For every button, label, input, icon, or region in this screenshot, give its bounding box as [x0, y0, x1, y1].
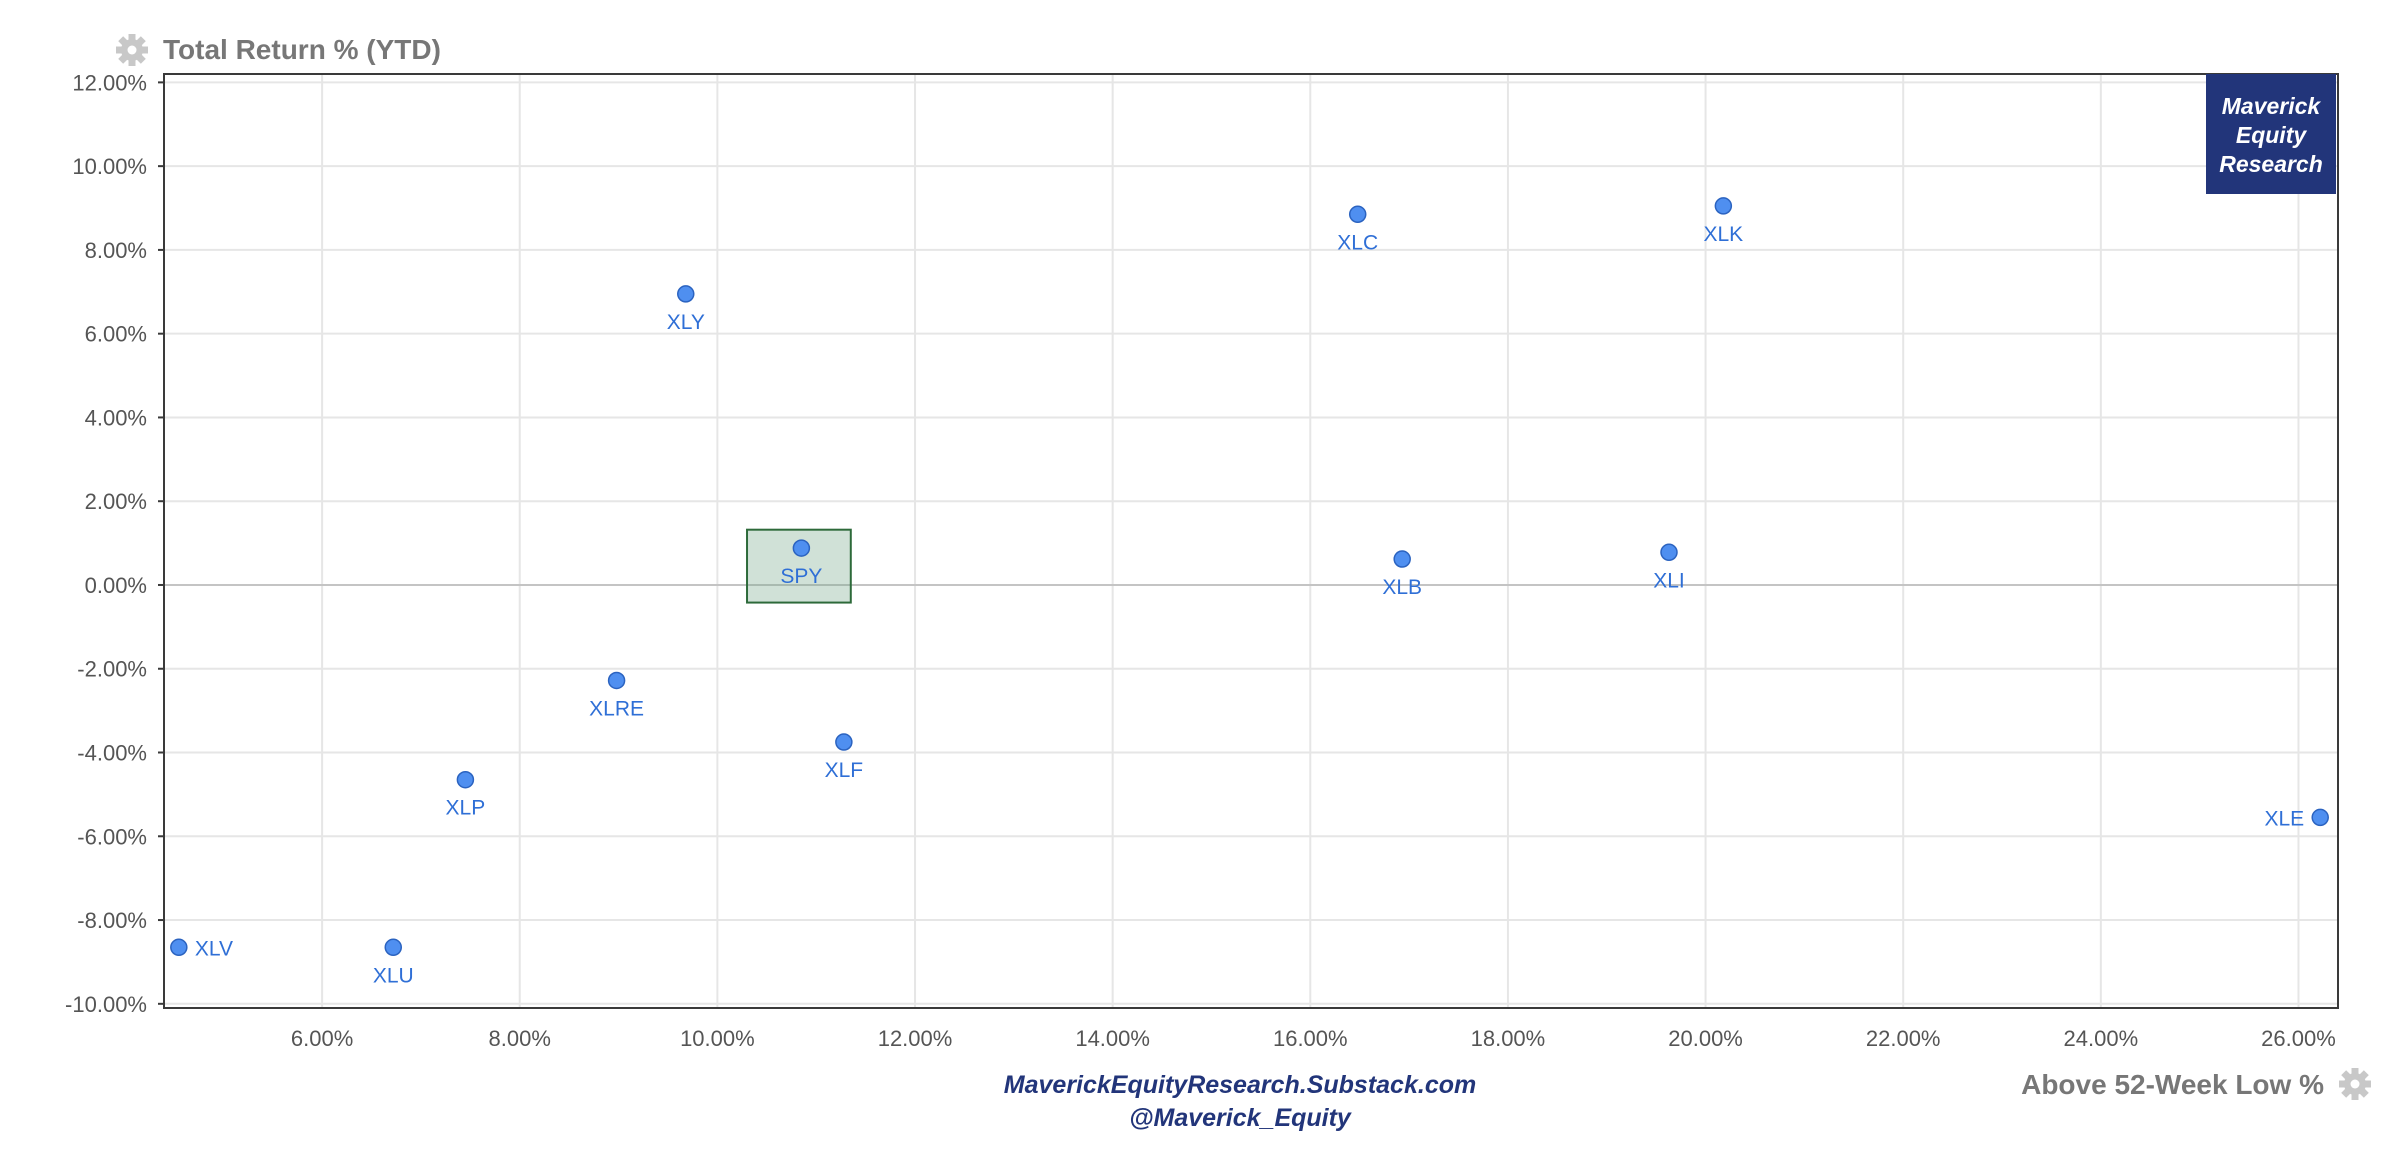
- y-tick-label: 4.00%: [85, 405, 147, 430]
- y-tick-label: 10.00%: [72, 154, 147, 179]
- point-xlc[interactable]: [1348, 205, 1367, 224]
- y-axis-title-group[interactable]: Total Return % (YTD): [116, 34, 441, 66]
- x-tick-label: 6.00%: [291, 1026, 353, 1051]
- point-label-xlre: XLRE: [589, 697, 644, 720]
- y-tick-label: -8.00%: [77, 908, 147, 933]
- point-xlu[interactable]: [384, 938, 403, 957]
- point-label-xlc: XLC: [1337, 231, 1378, 254]
- credit-site[interactable]: MaverickEquityResearch.Substack.com: [1004, 1071, 1476, 1099]
- point-label-xlb: XLB: [1382, 576, 1422, 599]
- x-tick-label: 26.00%: [2261, 1026, 2336, 1051]
- point-xlv[interactable]: [170, 938, 188, 957]
- grid-lines: [164, 74, 2338, 1008]
- y-tick-label: 2.00%: [85, 489, 147, 514]
- point-xlp[interactable]: [456, 770, 475, 789]
- x-tick-label: 18.00%: [1471, 1026, 1546, 1051]
- plot-border: [163, 73, 2339, 1009]
- point-xlre[interactable]: [607, 671, 626, 690]
- point-label-xlp: XLP: [446, 797, 486, 820]
- gear-icon[interactable]: [2339, 1068, 2371, 1100]
- brand-badge: Maverick Equity Research: [2206, 74, 2336, 194]
- x-tick-label: 14.00%: [1075, 1026, 1150, 1051]
- y-tick-label: -2.00%: [77, 657, 147, 682]
- point-xli[interactable]: [1660, 543, 1678, 562]
- brand-line-2: Equity: [2236, 122, 2307, 148]
- credit-handle[interactable]: @Maverick_Equity: [1129, 1104, 1352, 1132]
- point-label-xlk: XLK: [1703, 223, 1743, 246]
- point-label-xlu: XLU: [373, 964, 414, 987]
- axis-ticks: 6.00% 8.00% 10.00% 12.00% 14.00% 16.00% 18.00%…: [65, 70, 2336, 1051]
- point-xlf[interactable]: [835, 733, 853, 751]
- point-xlk[interactable]: [1714, 197, 1733, 215]
- point-label-xlf: XLF: [825, 759, 864, 782]
- x-axis-title-group[interactable]: Above 52-Week Low %: [2021, 1068, 2371, 1100]
- gear-icon[interactable]: [116, 34, 148, 66]
- point-label-xly: XLY: [667, 311, 705, 334]
- x-axis-title: Above 52-Week Low %: [2021, 1069, 2324, 1100]
- brand-line-1: Maverick: [2222, 93, 2322, 119]
- point-label-xle: XLE: [2265, 807, 2305, 830]
- point-xle[interactable]: [2311, 808, 2329, 827]
- x-tick-label: 8.00%: [489, 1026, 551, 1051]
- y-tick-label: -4.00%: [77, 741, 147, 766]
- y-tick-label: -6.00%: [77, 824, 147, 849]
- x-tick-label: 20.00%: [1668, 1026, 1743, 1051]
- point-label-xlv: XLV: [195, 937, 233, 960]
- y-tick-label: -10.00%: [65, 992, 147, 1017]
- data-points: XLV XLU XLP XLRE XLY SPY XLF XLC XLB XLI XLK XLE: [170, 197, 2329, 987]
- x-tick-label: 22.00%: [1866, 1026, 1941, 1051]
- point-spy[interactable]: [792, 539, 811, 557]
- x-tick-label: 12.00%: [878, 1026, 953, 1051]
- y-tick-label: 12.00%: [72, 70, 147, 95]
- y-tick-label: 0.00%: [85, 573, 147, 598]
- y-tick-label: 6.00%: [85, 322, 147, 347]
- x-tick-label: 10.00%: [680, 1026, 755, 1051]
- brand-line-3: Research: [2219, 151, 2323, 177]
- y-axis-title: Total Return % (YTD): [163, 34, 441, 65]
- x-tick-label: 24.00%: [2064, 1026, 2139, 1051]
- point-xly[interactable]: [677, 285, 695, 303]
- x-tick-label: 16.00%: [1273, 1026, 1348, 1051]
- y-tick-label: 8.00%: [85, 238, 147, 263]
- point-label-spy: SPY: [780, 565, 822, 588]
- point-label-xli: XLI: [1653, 569, 1685, 592]
- point-xlb[interactable]: [1393, 550, 1411, 568]
